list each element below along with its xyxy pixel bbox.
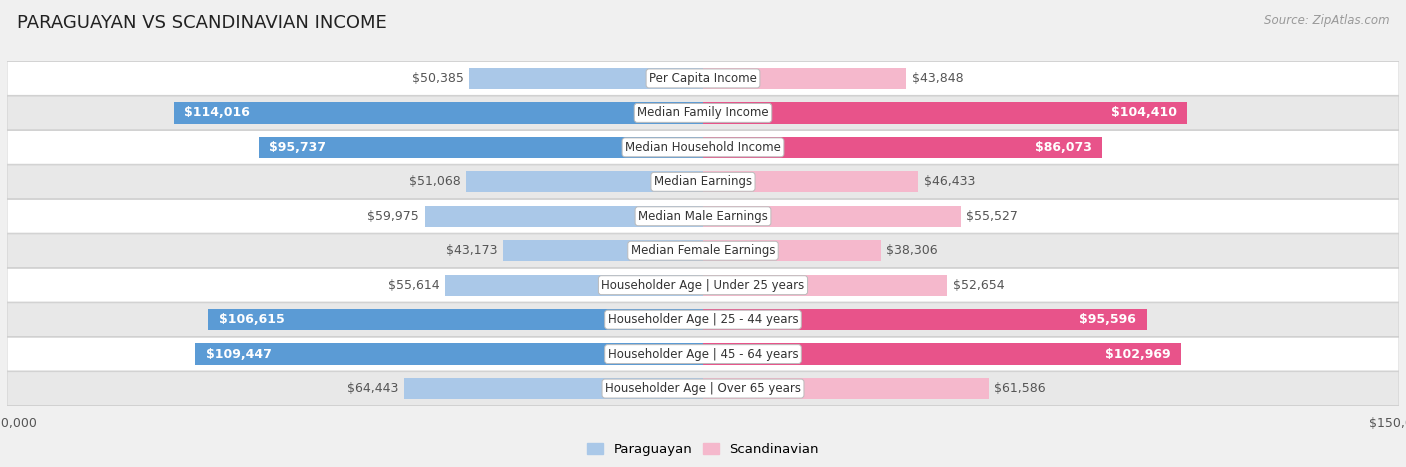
Text: $59,975: $59,975 — [367, 210, 419, 223]
Text: Median Family Income: Median Family Income — [637, 106, 769, 120]
Bar — [195, 343, 703, 365]
FancyBboxPatch shape — [7, 130, 1399, 164]
Text: Source: ZipAtlas.com: Source: ZipAtlas.com — [1264, 14, 1389, 27]
Text: $109,447: $109,447 — [205, 347, 271, 361]
FancyBboxPatch shape — [7, 62, 1399, 95]
Text: Householder Age | Over 65 years: Householder Age | Over 65 years — [605, 382, 801, 395]
Text: $51,068: $51,068 — [409, 175, 461, 188]
FancyBboxPatch shape — [7, 303, 1399, 337]
Bar — [703, 378, 988, 399]
Text: Median Female Earnings: Median Female Earnings — [631, 244, 775, 257]
Text: $50,385: $50,385 — [412, 72, 464, 85]
FancyBboxPatch shape — [7, 165, 1399, 198]
Bar — [703, 102, 1188, 124]
Text: $52,654: $52,654 — [953, 279, 1004, 292]
Bar — [703, 68, 907, 89]
Text: $114,016: $114,016 — [184, 106, 250, 120]
Text: $43,848: $43,848 — [912, 72, 963, 85]
Text: $86,073: $86,073 — [1035, 141, 1092, 154]
FancyBboxPatch shape — [7, 269, 1399, 302]
Text: $55,527: $55,527 — [966, 210, 1018, 223]
Bar — [259, 137, 703, 158]
Text: $61,586: $61,586 — [994, 382, 1046, 395]
FancyBboxPatch shape — [7, 96, 1399, 130]
Text: Median Earnings: Median Earnings — [654, 175, 752, 188]
Bar — [703, 240, 880, 262]
Text: $95,737: $95,737 — [269, 141, 326, 154]
FancyBboxPatch shape — [7, 199, 1399, 233]
Text: $64,443: $64,443 — [347, 382, 398, 395]
Legend: Paraguayan, Scandinavian: Paraguayan, Scandinavian — [582, 438, 824, 461]
Bar — [703, 205, 960, 227]
FancyBboxPatch shape — [7, 372, 1399, 405]
Bar — [208, 309, 703, 330]
Text: PARAGUAYAN VS SCANDINAVIAN INCOME: PARAGUAYAN VS SCANDINAVIAN INCOME — [17, 14, 387, 32]
Text: Median Household Income: Median Household Income — [626, 141, 780, 154]
Text: $104,410: $104,410 — [1111, 106, 1177, 120]
Bar — [503, 240, 703, 262]
Text: $102,969: $102,969 — [1105, 347, 1170, 361]
Text: Median Male Earnings: Median Male Earnings — [638, 210, 768, 223]
Bar — [174, 102, 703, 124]
Text: $43,173: $43,173 — [446, 244, 498, 257]
Text: Householder Age | 45 - 64 years: Householder Age | 45 - 64 years — [607, 347, 799, 361]
Bar — [703, 309, 1146, 330]
Text: $55,614: $55,614 — [388, 279, 440, 292]
Text: Householder Age | Under 25 years: Householder Age | Under 25 years — [602, 279, 804, 292]
Text: $38,306: $38,306 — [886, 244, 938, 257]
Bar — [703, 275, 948, 296]
Text: $95,596: $95,596 — [1080, 313, 1136, 326]
Bar — [703, 343, 1181, 365]
Text: $106,615: $106,615 — [219, 313, 284, 326]
Text: $46,433: $46,433 — [924, 175, 976, 188]
Bar — [465, 171, 703, 192]
Bar — [703, 137, 1102, 158]
Bar — [470, 68, 703, 89]
Bar — [404, 378, 703, 399]
Bar — [425, 205, 703, 227]
Bar — [444, 275, 703, 296]
Text: Householder Age | 25 - 44 years: Householder Age | 25 - 44 years — [607, 313, 799, 326]
Bar — [703, 171, 918, 192]
FancyBboxPatch shape — [7, 337, 1399, 371]
Text: Per Capita Income: Per Capita Income — [650, 72, 756, 85]
FancyBboxPatch shape — [7, 234, 1399, 268]
